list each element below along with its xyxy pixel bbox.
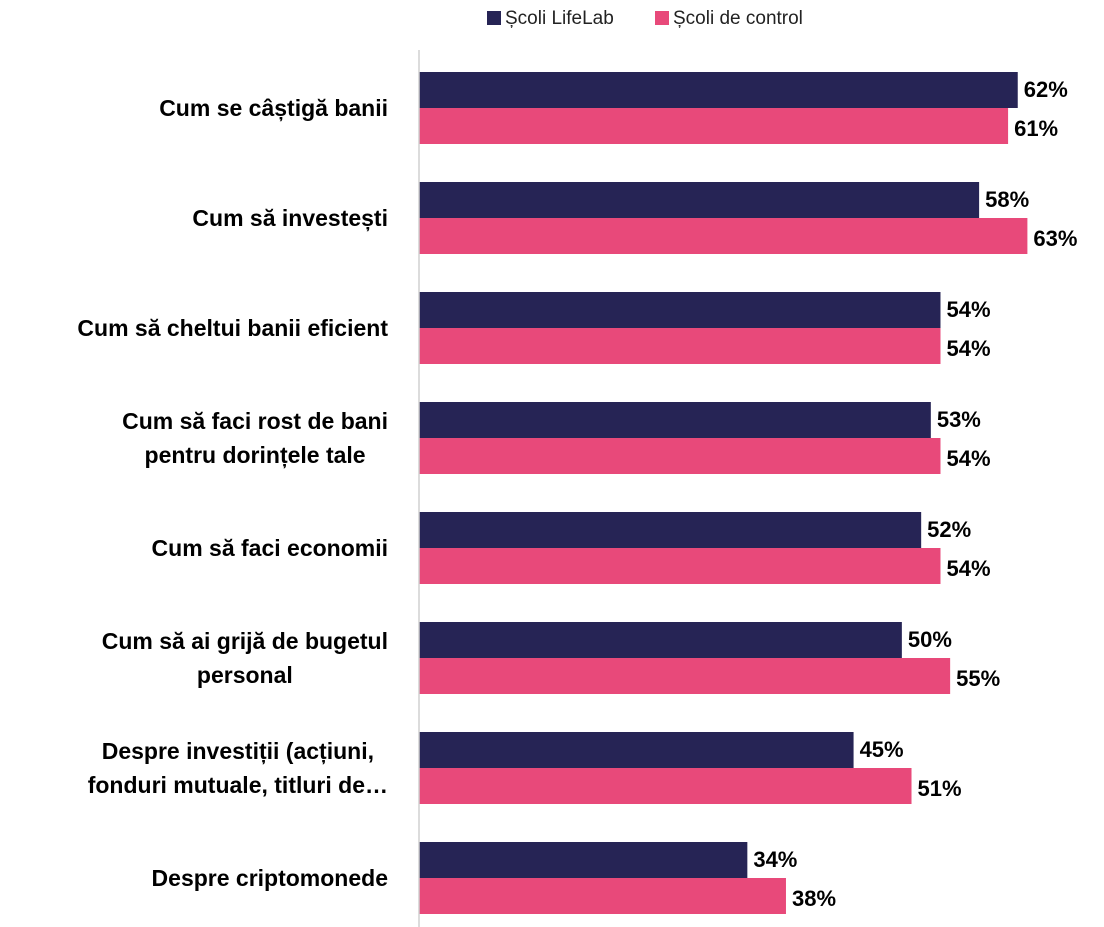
bar — [419, 218, 1028, 254]
category-text: Cum să cheltui banii eficient — [77, 315, 388, 341]
bar — [419, 182, 980, 218]
category-label: Cum să cheltui banii eficient — [0, 311, 388, 345]
legend-swatch — [487, 11, 501, 25]
bar — [419, 328, 941, 364]
value-label: 55% — [956, 666, 1000, 691]
value-label: 54% — [946, 446, 990, 471]
value-label: 38% — [792, 886, 836, 911]
bar — [419, 548, 941, 584]
value-label: 34% — [753, 847, 797, 872]
category-text: Despre criptomonede — [151, 865, 388, 891]
bar — [419, 402, 931, 438]
value-label: 52% — [927, 517, 971, 542]
bar — [419, 438, 941, 474]
category-text: Cum să faci economii — [151, 535, 388, 561]
bar — [419, 512, 922, 548]
value-label: 53% — [937, 407, 981, 432]
category-text: Cum să investești — [192, 205, 388, 231]
category-label: Despre criptomonede — [0, 861, 388, 895]
value-label: 54% — [946, 297, 990, 322]
value-label: 50% — [908, 627, 952, 652]
category-label: Cum să faci economii — [0, 531, 388, 565]
value-label: 61% — [1014, 116, 1058, 141]
category-text: Cum să ai grijă de bugetul personal — [101, 628, 388, 688]
category-text: Cum se câștigă banii — [159, 95, 388, 121]
bar — [419, 292, 941, 328]
value-label: 54% — [946, 556, 990, 581]
legend-label: Școli LifeLab — [505, 8, 614, 29]
legend-swatch — [655, 11, 669, 25]
bar — [419, 72, 1018, 108]
category-text: Cum să faci rost de bani pentru dorințel… — [122, 408, 388, 468]
bar — [419, 108, 1009, 144]
category-text: Despre investiții (acțiuni, fonduri mutu… — [87, 738, 388, 798]
value-label: 51% — [918, 776, 962, 801]
bar — [419, 658, 951, 694]
category-label: Cum se câștigă banii — [0, 91, 388, 125]
category-label: Cum să ai grijă de bugetul personal — [0, 624, 388, 692]
value-label: 45% — [860, 737, 904, 762]
value-label: 58% — [985, 187, 1029, 212]
bar — [419, 842, 748, 878]
value-label: 54% — [946, 336, 990, 361]
category-label: Cum să investești — [0, 201, 388, 235]
value-label: 62% — [1024, 77, 1068, 102]
bar — [419, 768, 912, 804]
legend-label: Școli de control — [673, 8, 803, 29]
bar — [419, 878, 786, 914]
bar — [419, 732, 854, 768]
value-label: 63% — [1033, 226, 1077, 251]
category-label: Despre investiții (acțiuni, fonduri mutu… — [0, 734, 388, 802]
category-label: Cum să faci rost de bani pentru dorințel… — [0, 404, 388, 472]
bar — [419, 622, 902, 658]
